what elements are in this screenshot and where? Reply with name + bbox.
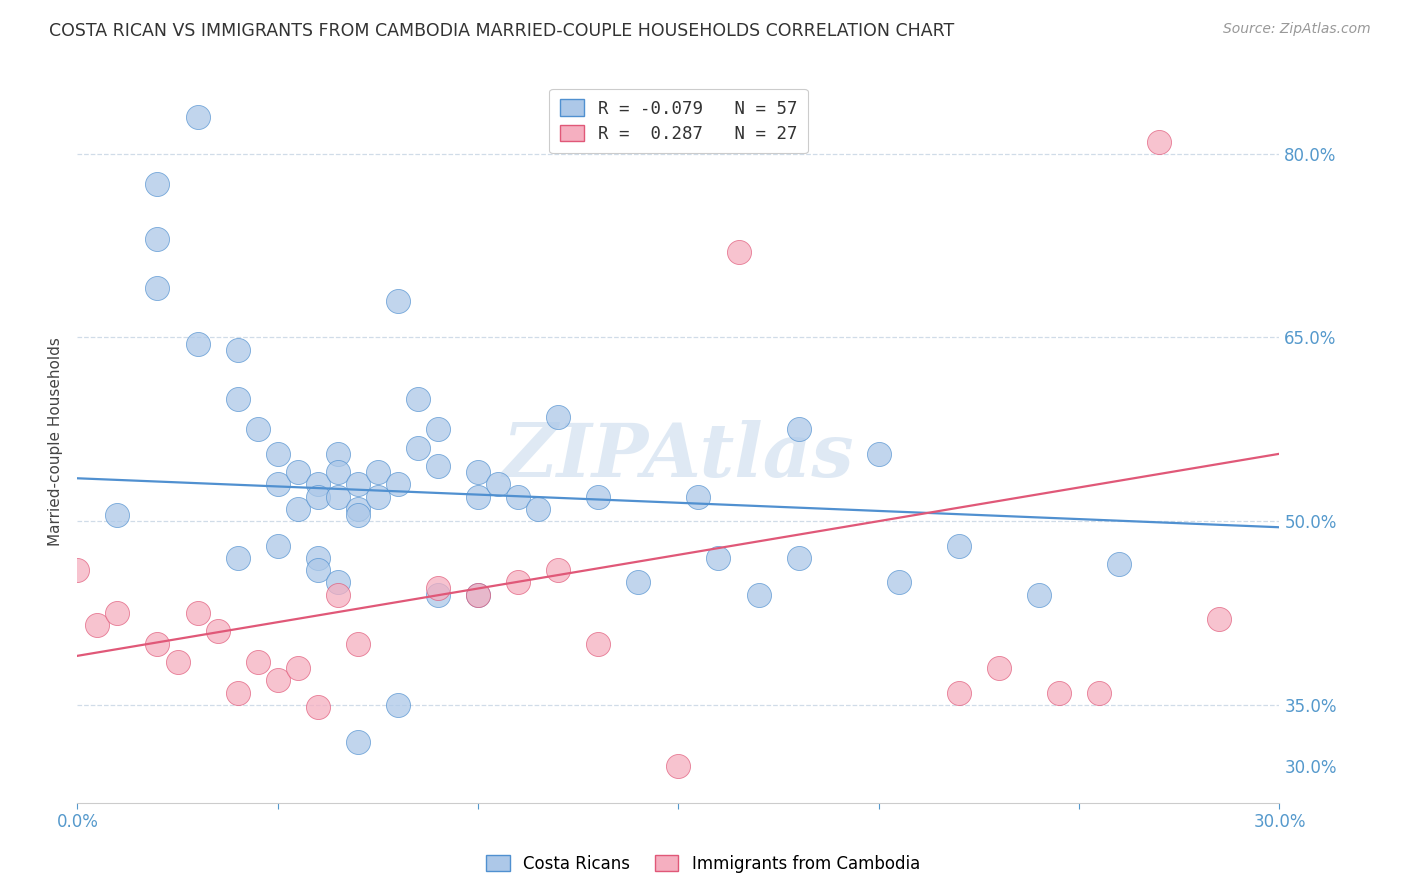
Point (307, 477, 329, 491)
Point (186, 336, 209, 351)
Point (287, 465, 309, 479)
Point (1047, 685, 1070, 699)
Point (668, 759, 690, 773)
Point (246, 655, 269, 669)
Point (387, 477, 409, 491)
Point (307, 550, 329, 565)
Point (988, 661, 1011, 675)
Point (727, 244, 749, 259)
Point (1028, 588, 1050, 602)
Point (1208, 612, 1230, 626)
Point (307, 490, 329, 504)
Point (267, 447, 290, 461)
Point (307, 563, 329, 577)
Point (226, 685, 249, 699)
Point (868, 447, 890, 461)
Point (367, 465, 389, 479)
Point (787, 550, 810, 565)
Point (287, 502, 309, 516)
Point (467, 490, 489, 504)
Point (627, 575, 650, 590)
Point (107, 606, 129, 620)
Point (406, 441, 429, 455)
Point (267, 539, 290, 553)
Point (326, 447, 349, 461)
Point (387, 293, 409, 308)
Point (326, 490, 349, 504)
Y-axis label: Married-couple Households: Married-couple Households (48, 337, 63, 546)
Point (287, 661, 309, 675)
Point (207, 624, 229, 639)
Point (508, 490, 530, 504)
Point (326, 588, 349, 602)
Point (1149, 135, 1171, 149)
Point (547, 410, 569, 425)
Point (406, 392, 429, 406)
Point (688, 490, 710, 504)
Legend: R = -0.079   N = 57, R =  0.287   N = 27: R = -0.079 N = 57, R = 0.287 N = 27 (550, 89, 807, 153)
Text: Source: ZipAtlas.com: Source: ZipAtlas.com (1223, 22, 1371, 37)
Point (107, 508, 129, 522)
Point (186, 110, 209, 124)
Point (467, 588, 489, 602)
Point (887, 575, 910, 590)
Point (347, 734, 370, 748)
Text: ZIPAtlas: ZIPAtlas (502, 420, 855, 492)
Point (367, 490, 389, 504)
Point (508, 575, 530, 590)
Point (1108, 557, 1130, 571)
Point (527, 502, 550, 516)
Point (226, 550, 249, 565)
Point (547, 563, 569, 577)
Point (787, 422, 810, 436)
Point (427, 458, 450, 473)
Point (347, 502, 370, 516)
Point (186, 606, 209, 620)
Point (347, 637, 370, 651)
Point (1088, 685, 1111, 699)
Point (748, 588, 770, 602)
Point (948, 539, 970, 553)
Point (226, 392, 249, 406)
Point (326, 465, 349, 479)
Point (948, 685, 970, 699)
Point (267, 673, 290, 688)
Point (326, 575, 349, 590)
Point (707, 550, 730, 565)
Point (246, 422, 269, 436)
Point (66, 563, 89, 577)
Point (387, 698, 409, 712)
Point (427, 588, 450, 602)
Point (146, 178, 169, 192)
Point (166, 655, 188, 669)
Point (146, 232, 169, 246)
Point (486, 477, 509, 491)
Point (588, 490, 610, 504)
Point (347, 477, 370, 491)
Point (267, 477, 290, 491)
Point (467, 588, 489, 602)
Point (347, 508, 370, 522)
Point (427, 582, 450, 596)
Point (86, 618, 108, 632)
Text: COSTA RICAN VS IMMIGRANTS FROM CAMBODIA MARRIED-COUPLE HOUSEHOLDS CORRELATION CH: COSTA RICAN VS IMMIGRANTS FROM CAMBODIA … (49, 22, 955, 40)
Point (427, 422, 450, 436)
Point (588, 637, 610, 651)
Legend: Costa Ricans, Immigrants from Cambodia: Costa Ricans, Immigrants from Cambodia (479, 848, 927, 880)
Point (307, 700, 329, 714)
Point (146, 281, 169, 295)
Point (467, 465, 489, 479)
Point (226, 343, 249, 357)
Point (146, 637, 169, 651)
